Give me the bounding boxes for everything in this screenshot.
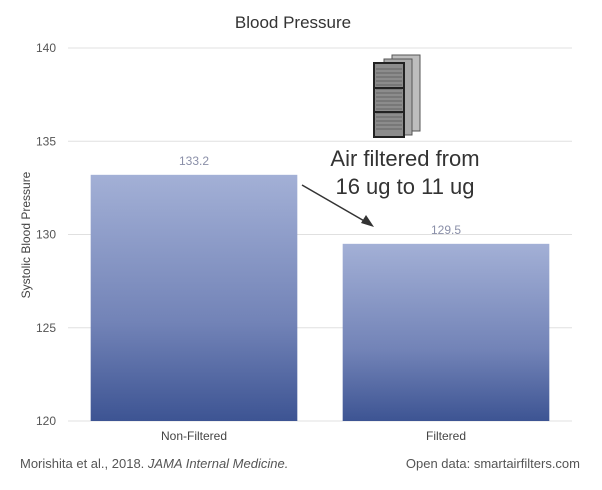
y-tick-label: 125 <box>36 321 56 335</box>
citation-prefix: Morishita et al., 2018. <box>20 456 148 471</box>
y-tick-label: 140 <box>36 41 56 55</box>
data-label: 133.2 <box>179 154 209 168</box>
citation-journal: JAMA Internal Medicine. <box>147 456 289 471</box>
y-axis-label: Systolic Blood Pressure <box>19 171 33 298</box>
x-tick-labels: Non-Filtered Filtered <box>161 429 466 443</box>
y-tick-label: 130 <box>36 228 56 242</box>
bar <box>342 243 550 421</box>
annotation-line-2: 16 ug to 11 ug <box>335 174 474 199</box>
citation: Morishita et al., 2018. JAMA Internal Me… <box>20 456 288 471</box>
x-tick-label: Filtered <box>426 429 466 443</box>
annotation-line-1: Air filtered from <box>330 146 479 171</box>
data-labels: 133.2 129.5 <box>179 154 461 237</box>
y-tick-labels: 120 125 130 135 140 <box>36 41 56 428</box>
x-tick-label: Non-Filtered <box>161 429 227 443</box>
chart-title: Blood Pressure <box>235 13 351 32</box>
y-tick-label: 120 <box>36 414 56 428</box>
data-source: Open data: smartairfilters.com <box>405 456 580 471</box>
annotation-arrow <box>301 184 374 227</box>
data-label: 129.5 <box>431 223 461 237</box>
y-tick-label: 135 <box>36 134 56 148</box>
bar <box>90 174 298 421</box>
bars <box>90 174 550 421</box>
air-filter-icon <box>373 54 421 138</box>
